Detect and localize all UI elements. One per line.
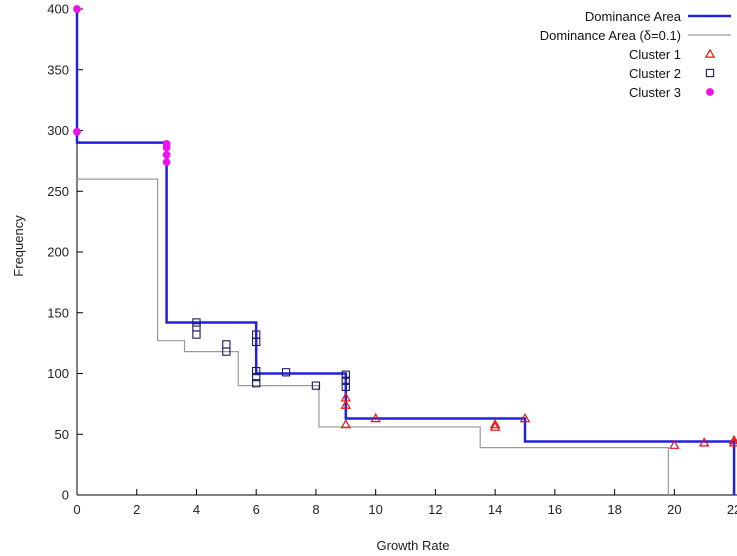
cluster-2-point xyxy=(192,330,201,339)
cluster-3-point xyxy=(162,158,171,166)
legend-marker-cluster-3 xyxy=(706,88,714,96)
cluster-1-point xyxy=(519,413,531,423)
cluster-1-point xyxy=(340,392,352,402)
cluster-2-point xyxy=(252,379,261,388)
legend-label-dominance-area: Dominance Area xyxy=(585,9,682,24)
x-tick-label: 6 xyxy=(253,502,260,517)
cluster-2-point xyxy=(252,330,261,339)
cluster-2-point xyxy=(341,370,350,379)
x-tick-label: 10 xyxy=(368,502,382,517)
legend-label-dominance-area-0-1: Dominance Area (δ=0.1) xyxy=(540,28,681,43)
cluster-1-point xyxy=(728,434,737,445)
legend-label-cluster-2: Cluster 2 xyxy=(629,66,681,81)
cluster-3-point xyxy=(73,127,81,136)
cluster-3-point xyxy=(162,150,171,159)
x-tick-label: 16 xyxy=(548,502,562,517)
cluster-1-point xyxy=(489,419,501,429)
y-tick-label: 400 xyxy=(47,2,69,17)
x-tick-label: 12 xyxy=(428,502,442,517)
cluster-1-point xyxy=(698,437,710,447)
markers-layer xyxy=(73,5,737,449)
cluster-2-point xyxy=(341,376,350,385)
x-tick-label: 18 xyxy=(607,502,621,517)
y-tick-label: 50 xyxy=(55,427,69,442)
y-tick-label: 300 xyxy=(47,123,69,138)
cluster-1-point xyxy=(669,439,680,449)
y-tick-label: 100 xyxy=(47,366,69,381)
cluster-1-point xyxy=(340,419,352,429)
cluster-2-point xyxy=(311,381,321,390)
x-axis: 0 2 4 6 8 10 12 14 16 18 20 22 xyxy=(73,489,737,517)
cluster-2-point xyxy=(192,318,201,327)
cluster-2-point xyxy=(252,366,261,376)
x-tick-label: 0 xyxy=(73,502,80,517)
cluster-1-point xyxy=(489,421,501,431)
cluster-1-point xyxy=(370,413,381,423)
dominance-area-line xyxy=(75,9,736,495)
y-tick-label: 200 xyxy=(47,245,69,260)
legend-label-cluster-1: Cluster 1 xyxy=(629,47,681,62)
x-tick-label: 2 xyxy=(133,502,140,517)
y-axis-title: Frequency xyxy=(11,215,26,277)
x-tick-label: 8 xyxy=(312,502,319,517)
x-tick-label: 22 xyxy=(727,502,737,517)
legend-label-cluster-3: Cluster 3 xyxy=(629,85,681,100)
cluster-2-point xyxy=(192,323,201,332)
x-tick-label: 20 xyxy=(667,502,681,517)
y-tick-label: 150 xyxy=(47,305,69,320)
x-tick-label: 14 xyxy=(488,502,502,517)
cluster-2-point xyxy=(222,340,231,349)
cluster-2-point xyxy=(252,372,261,382)
cluster-3-point xyxy=(73,5,81,13)
y-tick-label: 350 xyxy=(47,62,69,77)
cluster-3-point xyxy=(162,139,171,148)
cluster-1-point xyxy=(340,399,352,409)
cluster-1-point xyxy=(728,437,737,447)
dominance-area-delta-line xyxy=(77,178,669,495)
x-axis-title: Growth Rate xyxy=(377,538,450,553)
cluster-2-point xyxy=(281,368,291,377)
legend-marker-cluster-1 xyxy=(704,48,716,58)
y-axis: 0 50 100 150 200 250 300 350 400 xyxy=(47,2,83,503)
y-tick-label: 250 xyxy=(47,184,69,199)
y-tick-label: 0 xyxy=(62,488,69,503)
legend-marker-cluster-2 xyxy=(705,68,715,78)
cluster-2-point xyxy=(341,382,350,392)
legend: Dominance Area Dominance Area (δ=0.1) Clus… xyxy=(540,9,731,100)
x-tick-label: 4 xyxy=(193,502,200,517)
lines-layer xyxy=(75,9,736,495)
